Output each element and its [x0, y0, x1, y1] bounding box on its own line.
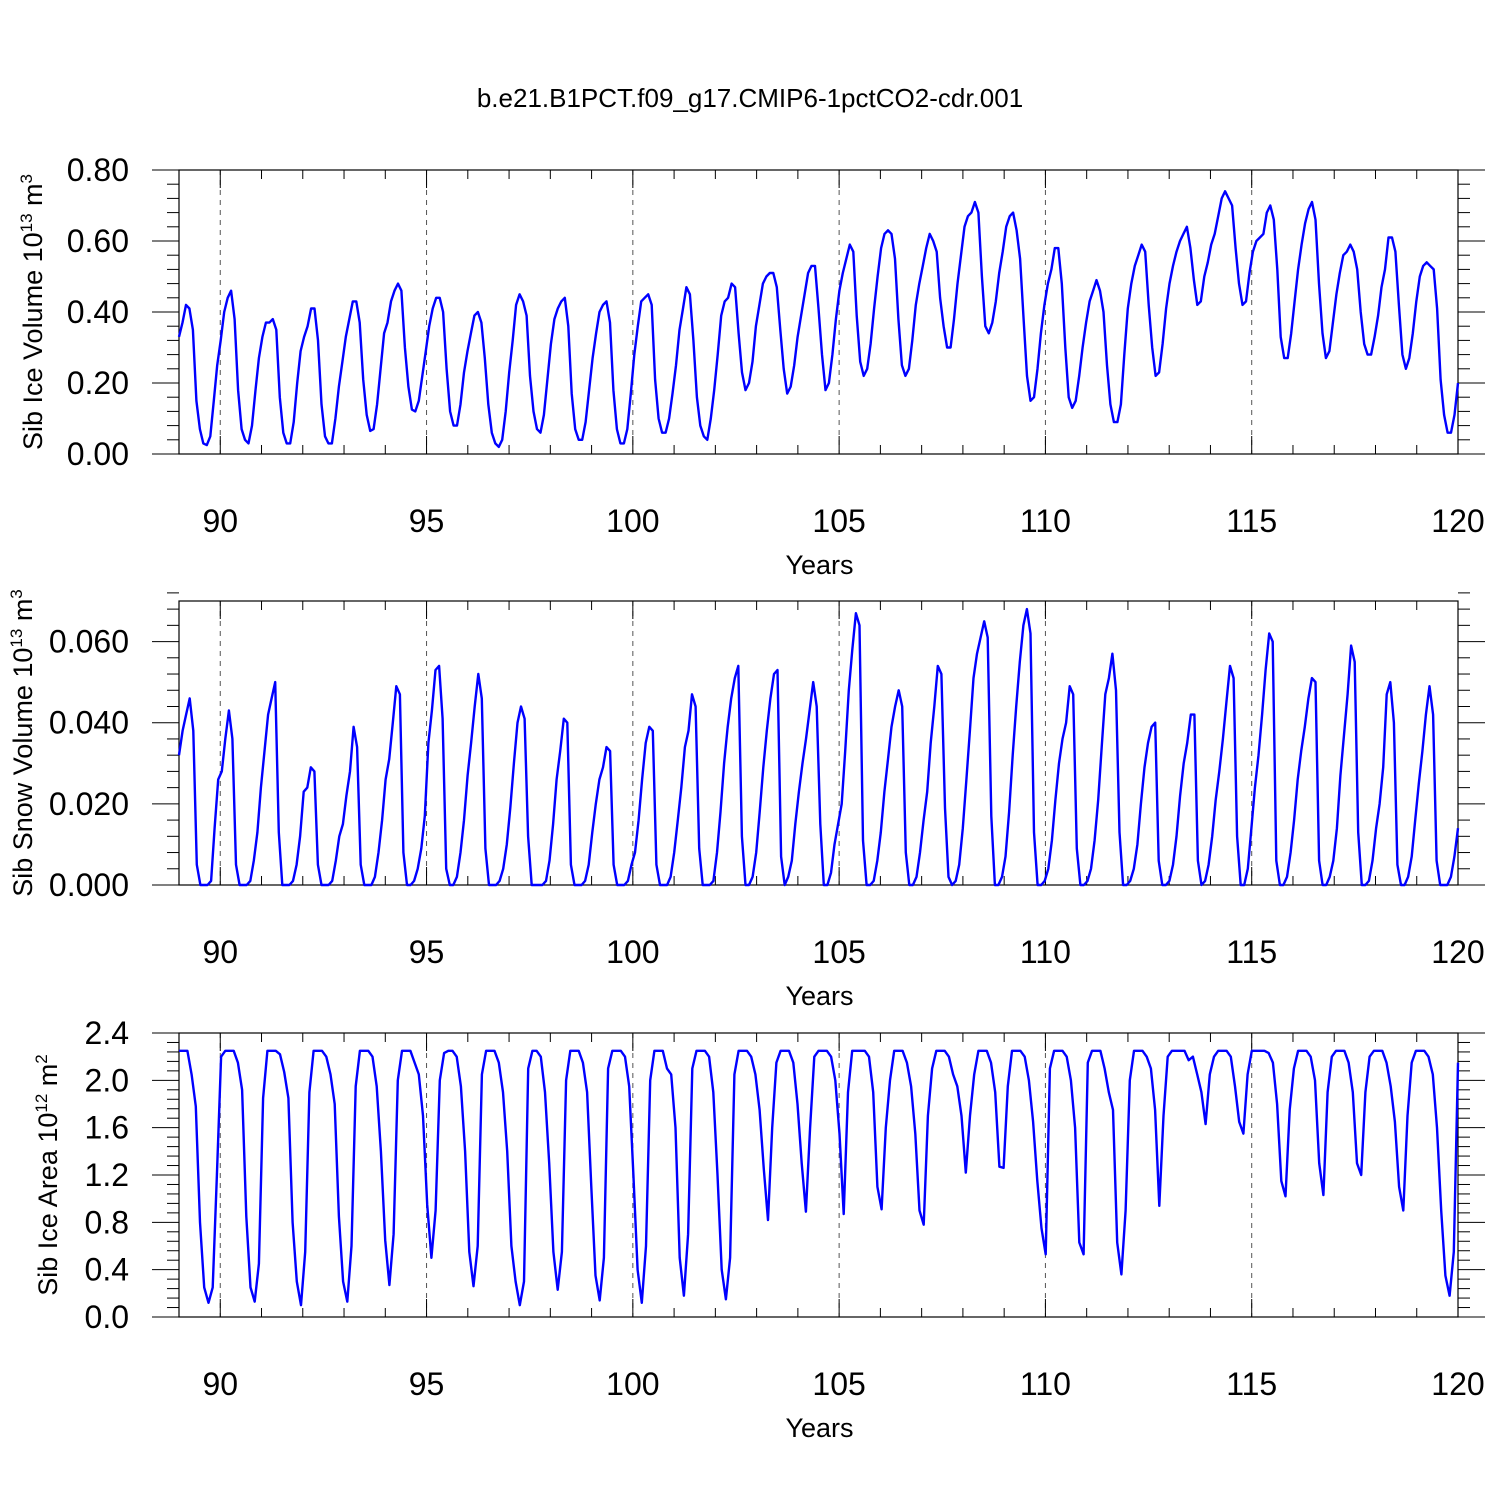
y-tick-label: 0.80: [67, 152, 129, 188]
x-tick-label: 95: [409, 1366, 445, 1402]
y-axis-label-unit-exponent: 3: [17, 174, 36, 183]
x-tick-label: 90: [202, 503, 238, 539]
panels: 0.00 0.20 0.40 0.60 0.80 90 95 100 105 110 115 120 Y…: [7, 152, 1485, 1443]
x-axis-label: Years: [785, 981, 853, 1011]
y-tick-label: 2.4: [85, 1015, 129, 1051]
x-tick-label: 115: [1226, 1366, 1277, 1402]
x-tick-label: 120: [1431, 934, 1484, 970]
y-axis-label: Sib Snow Volume 1013 m3: [7, 589, 38, 897]
y-tick-label: 0.040: [49, 705, 129, 741]
x-tick-label: 90: [202, 934, 238, 970]
y-axis-label: Sib Ice Volume 1013 m3: [17, 174, 48, 450]
y-tick-label: 0.4: [85, 1252, 129, 1288]
y-axis-label-text: Sib Ice Area 10: [33, 1113, 63, 1296]
panel-3: 0.0 0.4 0.8 1.2 1.6 2.0 2.4 90 95 100 105 110 115 120…: [32, 1015, 1485, 1443]
y-tick-label: 0.8: [85, 1204, 129, 1240]
y-tick-label: 1.2: [85, 1157, 129, 1193]
plot-frame: [178, 1032, 1459, 1318]
y-axis-label-exponent: 12: [32, 1094, 51, 1113]
x-tick-label: 105: [812, 503, 865, 539]
x-tick-label: 110: [1020, 934, 1071, 970]
y-tick-label: 0.60: [67, 223, 129, 259]
y-tick-label: 0.000: [49, 867, 129, 903]
y-axis-label-unit: m: [8, 599, 38, 629]
x-tick-label: 110: [1020, 1366, 1071, 1402]
x-tick-label: 100: [606, 503, 659, 539]
panel-1: 0.00 0.20 0.40 0.60 0.80 90 95 100 105 110 115 120 Y…: [17, 152, 1485, 580]
x-axis-label: Years: [785, 1413, 853, 1443]
series-line: [179, 1049, 1460, 1307]
x-tick-label: 90: [202, 1366, 238, 1402]
y-tick-label: 0.20: [67, 365, 129, 401]
panel-2: 0.000 0.020 0.040 0.060 90 95 100 105 110 115 120 Y…: [7, 589, 1485, 1011]
x-axis-label: Years: [785, 550, 853, 580]
figure-title: b.e21.B1PCT.f09_g17.CMIP6-1pctCO2-cdr.00…: [477, 83, 1023, 113]
x-tick-label: 95: [409, 934, 445, 970]
series-line: [177, 190, 1460, 449]
y-tick-label: 0.00: [67, 436, 129, 472]
plot-frame: [178, 600, 1459, 886]
x-tick-label: 100: [606, 1366, 659, 1402]
y-tick-label: 0.40: [67, 294, 129, 330]
x-tick-label: 120: [1431, 503, 1484, 539]
y-axis-label-text: Sib Snow Volume 10: [8, 648, 38, 897]
y-axis-label-unit: m: [33, 1064, 63, 1094]
x-tick-label: 110: [1020, 503, 1071, 539]
x-tick-label: 120: [1431, 1366, 1484, 1402]
y-tick-label: 2.0: [85, 1062, 129, 1098]
y-axis-label-text: Sib Ice Volume 10: [18, 232, 48, 450]
x-tick-label: 95: [409, 503, 445, 539]
y-axis-label-exponent: 13: [17, 213, 36, 232]
y-axis-label-exponent: 13: [7, 629, 26, 648]
y-tick-label: 1.6: [85, 1110, 129, 1146]
y-axis-label-unit-exponent: 3: [7, 589, 26, 598]
y-axis-label-unit-exponent: 2: [32, 1054, 51, 1063]
x-tick-label: 115: [1226, 503, 1277, 539]
y-tick-label: 0.020: [49, 786, 129, 822]
series-line: [177, 607, 1460, 887]
y-axis-label-unit: m: [18, 183, 48, 213]
y-axis-label: Sib Ice Area 1012 m2: [32, 1054, 63, 1296]
x-tick-label: 115: [1226, 934, 1277, 970]
x-tick-label: 105: [812, 934, 865, 970]
y-tick-label: 0.060: [49, 624, 129, 660]
x-tick-label: 100: [606, 934, 659, 970]
x-tick-label: 105: [812, 1366, 865, 1402]
y-tick-label: 0.0: [85, 1299, 129, 1335]
